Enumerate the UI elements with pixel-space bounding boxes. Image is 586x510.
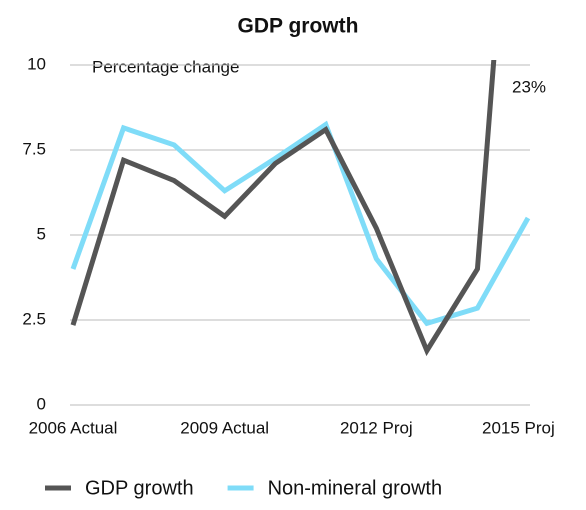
- annotation: Percentage change: [92, 57, 239, 76]
- legend-label: GDP growth: [85, 477, 194, 499]
- x-tick-label: 2006 Actual: [29, 418, 118, 437]
- x-tick-label: 2009 Actual: [180, 418, 269, 437]
- series-line: [70, 120, 531, 327]
- y-tick-label: 10: [27, 54, 46, 73]
- chart-title: GDP growth: [238, 15, 359, 38]
- data-label: 23%: [512, 77, 546, 96]
- x-tick-label: 2015 Proj: [482, 418, 555, 437]
- y-tick-label: 2.5: [22, 309, 46, 328]
- legend-label: Non-mineral growth: [268, 477, 443, 499]
- y-tick-label: 7.5: [22, 139, 46, 158]
- x-tick-label: 2012 Proj: [340, 418, 413, 437]
- y-tick-label: 0: [37, 394, 46, 413]
- plot-area: [70, 60, 531, 357]
- y-tick-label: 5: [37, 224, 46, 243]
- series-line: [70, 60, 497, 357]
